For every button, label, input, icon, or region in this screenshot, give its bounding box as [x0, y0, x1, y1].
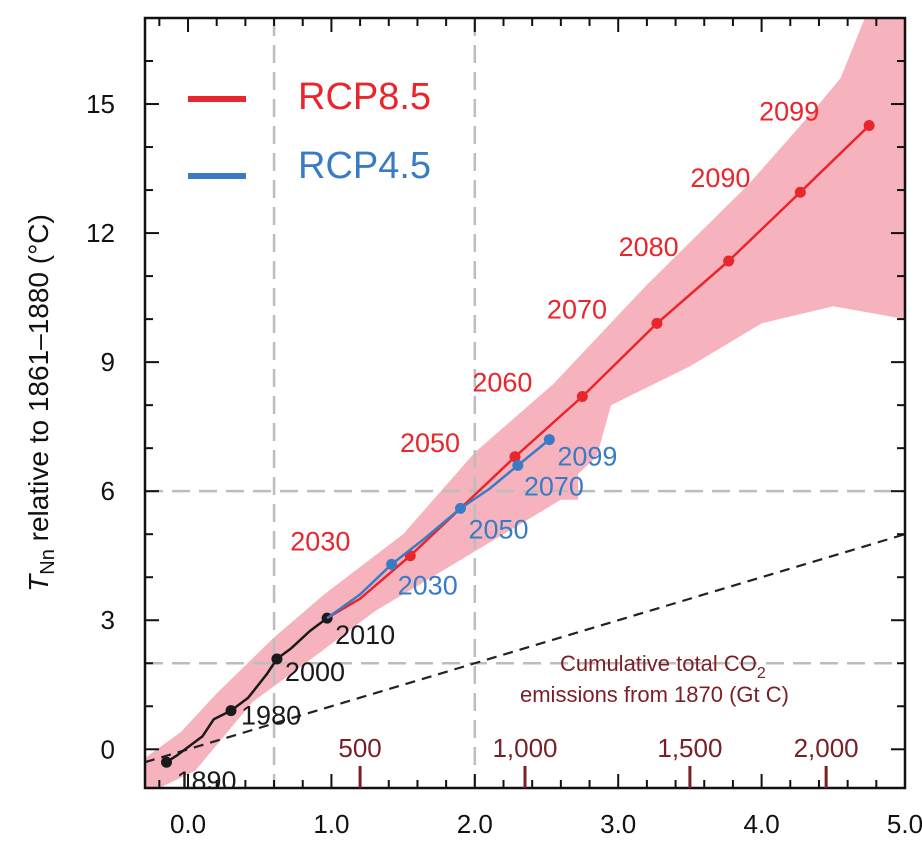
co2-axis-title-main: Cumulative total CO	[560, 651, 757, 676]
point-label-rcp45-2030: 2030	[398, 570, 458, 600]
y-tick-label-0: 0	[101, 734, 115, 764]
point-label-historical-2000: 2000	[285, 657, 345, 687]
data-point-rcp45-2050	[454, 502, 466, 514]
series-line-rcp45	[326, 438, 551, 620]
data-point-rcp85-2070	[651, 317, 663, 329]
point-label-historical-1980: 1980	[241, 701, 301, 731]
x-tick-label-1.0: 1.0	[313, 809, 349, 839]
y-axis-label-prefix: T	[23, 573, 54, 592]
x-tick-label-0.0: 0.0	[170, 809, 206, 839]
y-axis-label: TNn relative to 1861–1880 (°C)	[23, 214, 59, 592]
point-label-historical-2010: 2010	[335, 620, 395, 650]
series-line-historical	[165, 617, 328, 764]
data-point-rcp85-2090	[794, 186, 806, 198]
point-label-historical-1890: 1890	[177, 766, 237, 796]
point-label-rcp85-2090: 2090	[690, 163, 750, 193]
data-point-rcp45-2070	[512, 459, 524, 471]
point-label-rcp85-2070: 2070	[547, 294, 607, 324]
point-label-rcp85-2050: 2050	[400, 428, 460, 458]
co2-axis-title-line1: Cumulative total CO2	[560, 651, 766, 682]
point-label-rcp85-2080: 2080	[619, 232, 679, 262]
point-label-rcp85-2030: 2030	[290, 527, 350, 557]
x-tick-label-2.0: 2.0	[457, 809, 493, 839]
co2-tick-label-500: 500	[338, 733, 381, 763]
data-point-rcp85-2099	[863, 120, 875, 132]
y-tick-label-9: 9	[101, 347, 115, 377]
co2-axis-title-subscript: 2	[757, 665, 766, 682]
legend-label-rcp45: RCP4.5	[298, 145, 431, 187]
point-label-rcp45-2050: 2050	[468, 514, 528, 544]
series-line-rcp85	[326, 124, 871, 620]
co2-axis-title: Cumulative total CO2 emissions from 1870…	[520, 651, 789, 707]
y-tick-label-6: 6	[101, 476, 115, 506]
y-axis-label-suffix: relative to 1861–1880 (°C)	[23, 214, 54, 549]
point-label-rcp85-2060: 2060	[472, 368, 532, 398]
legend: RCP8.5 RCP4.5	[188, 76, 431, 187]
data-point-rcp85-2050	[509, 451, 521, 463]
data-point-historical-1980	[225, 705, 237, 717]
point-label-rcp45-2070: 2070	[524, 471, 584, 501]
co2-tick-label-1,000: 1,000	[492, 733, 557, 763]
x-tick-label-5.0: 5.0	[887, 809, 922, 839]
data-point-rcp45-2099	[543, 434, 555, 446]
x-tick-label-3.0: 3.0	[600, 809, 636, 839]
y-tick-label-15: 15	[86, 89, 115, 119]
legend-label-rcp85: RCP8.5	[298, 76, 431, 118]
co2-tick-label-1,500: 1,500	[657, 733, 722, 763]
data-point-rcp85-2080	[723, 255, 735, 267]
data-point-historical-2000	[271, 653, 283, 665]
x-tick-label-4.0: 4.0	[744, 809, 780, 839]
point-label-rcp45-2099: 2099	[557, 442, 617, 472]
y-tick-label-3: 3	[101, 605, 115, 635]
data-point-historical-1890	[161, 756, 173, 768]
reference-slope-line	[145, 533, 905, 764]
rcp85-uncertainty-band	[145, 18, 905, 788]
y-axis-label-subscript: Nn	[37, 549, 59, 575]
data-point-rcp85-2060	[576, 391, 588, 403]
data-point-rcp45-2030	[386, 558, 398, 570]
co2-axis-title-line2: emissions from 1870 (Gt C)	[520, 682, 789, 707]
point-label-rcp85-2099: 2099	[759, 97, 819, 127]
co2-tick-label-2,000: 2,000	[794, 733, 859, 763]
y-tick-label-12: 12	[86, 218, 115, 248]
